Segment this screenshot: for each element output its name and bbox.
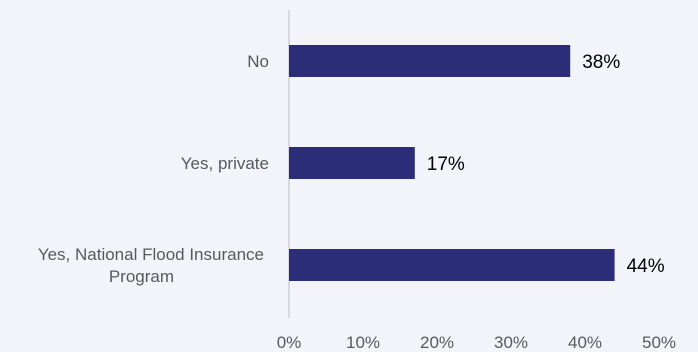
data-label-1: 38% <box>582 52 620 73</box>
data-label-3: 44% <box>627 256 665 277</box>
x-tick-label-2: 10% <box>346 333 380 352</box>
bar-3 <box>289 249 615 281</box>
x-tick-label-5: 40% <box>568 333 602 352</box>
x-tick-label-1: 0% <box>277 333 302 352</box>
category-label-3-line-2: Program <box>109 267 174 286</box>
category-labels: No Yes, private Yes, National Flood Insura… <box>38 52 269 286</box>
category-label-1: No <box>247 52 269 71</box>
category-label-2: Yes, private <box>181 154 269 173</box>
x-tick-labels: 0% 10% 20% 30% 40% 50% <box>277 333 676 352</box>
bars-group <box>289 45 615 281</box>
bar-2 <box>289 147 415 179</box>
x-tick-label-3: 20% <box>420 333 454 352</box>
data-label-2: 17% <box>427 154 465 175</box>
bar-1 <box>289 45 571 77</box>
data-labels: 38% 17% 44% <box>427 52 665 277</box>
x-tick-label-6: 50% <box>642 333 676 352</box>
category-label-3-line-1: Yes, National Flood Insurance <box>38 245 264 264</box>
x-tick-label-4: 30% <box>494 333 528 352</box>
